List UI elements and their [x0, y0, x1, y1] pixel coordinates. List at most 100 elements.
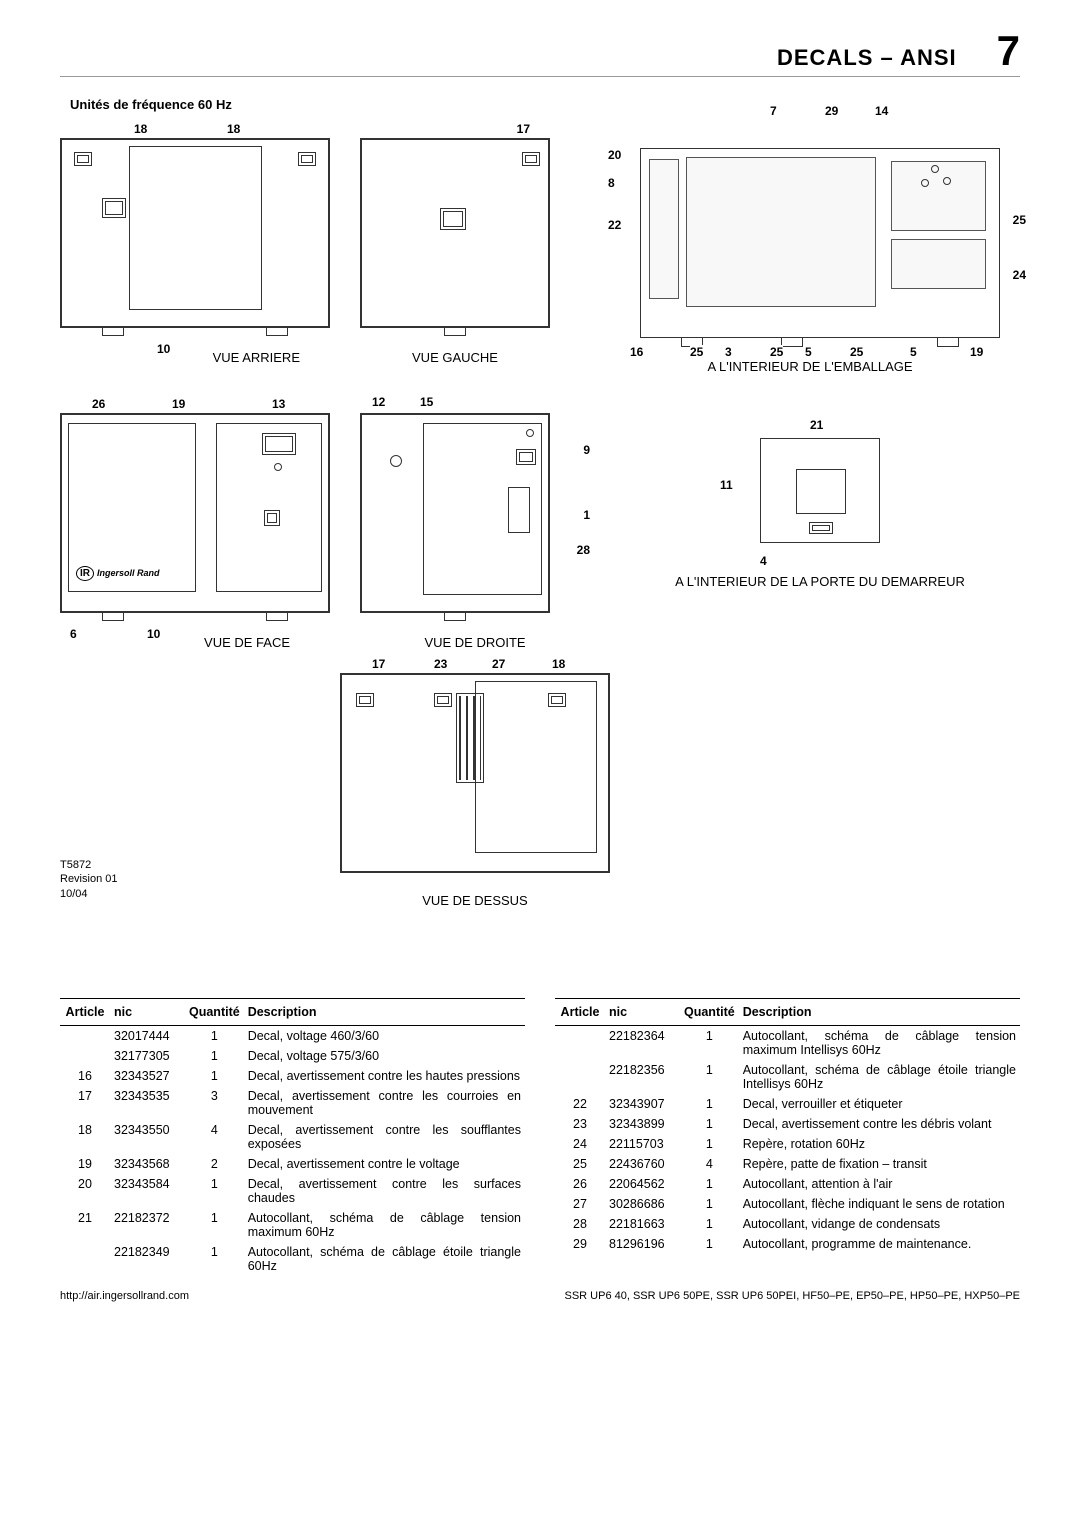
cell-nic: 32017444: [110, 1026, 185, 1047]
cell-qty: 4: [185, 1120, 244, 1154]
revision-date: 10/04: [60, 887, 117, 901]
callout: 10: [157, 342, 170, 356]
revision-info: T5872 Revision 01 10/04: [60, 858, 117, 901]
callout: 18: [227, 122, 240, 136]
cell-nic: 32343527: [110, 1066, 185, 1086]
table-row: 18323435504Decal, avertissement contre l…: [60, 1120, 525, 1154]
diagram-starter: 21 11 4 A L'INTERIEUR DE LA PORTE DU DEM…: [660, 418, 980, 589]
callout: 8: [608, 176, 615, 190]
cell-nic: 81296196: [605, 1234, 680, 1254]
parts-table-right: Article nic Quantité Description 2218236…: [555, 998, 1020, 1254]
table-row: 20323435841Decal, avertissement contre l…: [60, 1174, 525, 1208]
caption: A L'INTERIEUR DE LA PORTE DU DEMARREUR: [660, 574, 980, 589]
callout: 7: [770, 104, 777, 118]
cell-qty: 1: [185, 1174, 244, 1208]
cell-nic: 32343907: [605, 1094, 680, 1114]
cell-article: 23: [555, 1114, 605, 1134]
callout: 23: [434, 657, 447, 671]
ir-mark: IR: [76, 566, 94, 581]
callout: 3: [725, 345, 732, 359]
cell-qty: 1: [680, 1234, 739, 1254]
diagram-rear: 18 18 10 VUE ARRIERE: [60, 138, 330, 365]
table-row: 16323435271Decal, avertissement contre l…: [60, 1066, 525, 1086]
cell-nic: 22182364: [605, 1026, 680, 1061]
cell-qty: 1: [680, 1174, 739, 1194]
callout: 5: [910, 345, 917, 359]
th-desc: Description: [244, 999, 525, 1026]
table-row: 221823641Autocollant, schéma de câblage …: [555, 1026, 1020, 1061]
cell-nic: 32177305: [110, 1046, 185, 1066]
callout: 4: [760, 554, 767, 568]
table-row: 23323438991Decal, avertissement contre l…: [555, 1114, 1020, 1134]
th-qty: Quantité: [185, 999, 244, 1026]
cell-article: 28: [555, 1214, 605, 1234]
cell-desc: Decal, avertissement contre les courroie…: [244, 1086, 525, 1120]
page-footer: http://air.ingersollrand.com SSR UP6 40,…: [60, 1290, 1020, 1302]
table-row: 17323435353Decal, avertissement contre l…: [60, 1086, 525, 1120]
callout: 24: [1013, 268, 1026, 282]
table-row: 221823491Autocollant, schéma de câblage …: [60, 1242, 525, 1276]
cell-nic: 22182356: [605, 1060, 680, 1094]
caption: VUE DE DESSUS: [340, 893, 610, 908]
callout: 18: [134, 122, 147, 136]
table-row: 320174441Decal, voltage 460/3/60: [60, 1026, 525, 1047]
ir-text: Ingersoll Rand: [97, 568, 160, 578]
diagram-left: 17 VUE GAUCHE: [360, 138, 550, 365]
cell-qty: 1: [680, 1194, 739, 1214]
callout: 25: [770, 345, 783, 359]
cell-article: 22: [555, 1094, 605, 1114]
cell-desc: Repère, patte de fixation – transit: [739, 1154, 1020, 1174]
callout: 20: [608, 148, 621, 162]
caption: VUE ARRIERE: [60, 350, 330, 365]
caption: VUE GAUCHE: [360, 350, 550, 365]
table-row: 22323439071Decal, verrouiller et étiquet…: [555, 1094, 1020, 1114]
cell-article: 25: [555, 1154, 605, 1174]
th-article: Article: [555, 999, 605, 1026]
cell-article: 16: [60, 1066, 110, 1086]
cell-qty: 1: [680, 1134, 739, 1154]
callout: 5: [805, 345, 812, 359]
cell-qty: 3: [185, 1086, 244, 1120]
revision-code: T5872: [60, 858, 117, 872]
ir-logo: IRIngersoll Rand: [76, 566, 160, 581]
cell-desc: Autocollant, flèche indiquant le sens de…: [739, 1194, 1020, 1214]
table-row: 25224367604Repère, patte de fixation – t…: [555, 1154, 1020, 1174]
cell-qty: 1: [680, 1114, 739, 1134]
th-article: Article: [60, 999, 110, 1026]
cell-desc: Autocollant, schéma de câblage étoile tr…: [739, 1060, 1020, 1094]
cell-qty: 1: [185, 1066, 244, 1086]
cell-desc: Autocollant, vidange de condensats: [739, 1214, 1020, 1234]
revision-rev: Revision 01: [60, 872, 117, 886]
cell-article: 20: [60, 1174, 110, 1208]
cell-article: [60, 1026, 110, 1047]
cell-nic: 32343550: [110, 1120, 185, 1154]
cell-desc: Decal, avertissement contre les surfaces…: [244, 1174, 525, 1208]
cell-desc: Decal, avertissement contre les hautes p…: [244, 1066, 525, 1086]
cell-nic: 22181663: [605, 1214, 680, 1234]
callout: 17: [372, 657, 385, 671]
callout: 21: [810, 418, 823, 432]
cell-desc: Autocollant, programme de maintenance.: [739, 1234, 1020, 1254]
table-row: 29812961961Autocollant, programme de mai…: [555, 1234, 1020, 1254]
table-row: 27302866861Autocollant, flèche indiquant…: [555, 1194, 1020, 1214]
footer-models: SSR UP6 40, SSR UP6 50PE, SSR UP6 50PEI,…: [564, 1290, 1020, 1302]
callout: 16: [630, 345, 643, 359]
table-row: 321773051Decal, voltage 575/3/60: [60, 1046, 525, 1066]
cell-article: 24: [555, 1134, 605, 1154]
callout: 22: [608, 218, 621, 232]
cell-article: 29: [555, 1234, 605, 1254]
callout: 9: [583, 443, 590, 457]
cell-article: [555, 1060, 605, 1094]
cell-nic: 32343568: [110, 1154, 185, 1174]
callout: 27: [492, 657, 505, 671]
cell-qty: 1: [680, 1214, 739, 1234]
callout: 10: [147, 627, 160, 641]
caption: A L'INTERIEUR DE L'EMBALLAGE: [600, 359, 1020, 374]
callout: 19: [172, 397, 185, 411]
callout: 19: [970, 345, 983, 359]
diagram-right: 12 15 9 1 28 VUE DE DROITE: [360, 413, 590, 650]
page-header: DECALS – ANSI 7: [60, 30, 1020, 77]
cell-qty: 1: [185, 1242, 244, 1276]
callout: 6: [70, 627, 77, 641]
callout: 25: [690, 345, 703, 359]
